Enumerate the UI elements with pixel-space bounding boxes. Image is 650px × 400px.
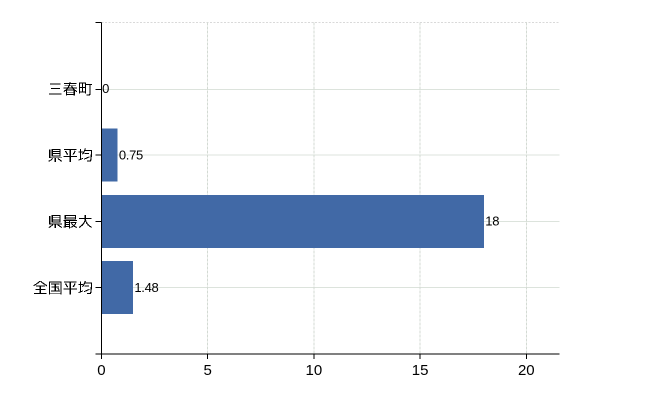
svg-text:5: 5 [203,362,211,379]
svg-text:0: 0 [102,81,109,96]
svg-text:1.48: 1.48 [134,280,158,295]
svg-text:0.75: 0.75 [119,147,143,162]
svg-text:10: 10 [306,362,323,379]
svg-text:15: 15 [412,362,429,379]
svg-text:0: 0 [97,362,105,379]
svg-text:18: 18 [485,214,499,229]
svg-text:20: 20 [518,362,535,379]
